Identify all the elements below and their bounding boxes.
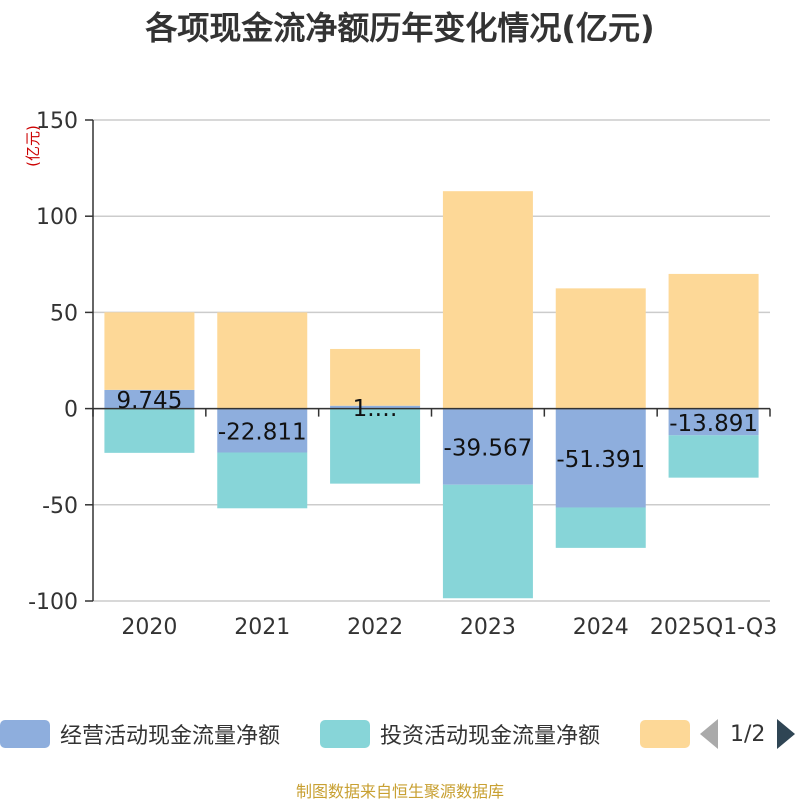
bar-series-1-2022: [330, 408, 421, 484]
legend-item-investing[interactable]: 投资活动现金流量净额: [320, 716, 600, 752]
bar-series-1-2025Q1-Q3: [668, 435, 759, 478]
data-label-operating: 9.745: [116, 388, 182, 414]
bar-series-2-2022: [330, 348, 421, 406]
y-tick-label: 0: [64, 398, 78, 423]
bar-series-2-2023: [442, 191, 533, 409]
y-tick-label: 150: [36, 109, 78, 134]
data-label-operating: 1.…: [353, 396, 398, 422]
data-labels: 9.745 -22.811 1.… -39.567 -51.391 -13.891: [116, 388, 757, 473]
y-tick-label: 50: [50, 301, 78, 326]
data-label-operating: -39.567: [444, 436, 533, 462]
x-tick-label: 2025Q1-Q3: [650, 615, 777, 640]
bar-series-2-2020: [104, 312, 195, 390]
legend-page-indicator: 1/2: [730, 721, 766, 747]
grid-lines: [93, 119, 770, 602]
legend-prev-arrow-icon[interactable]: [700, 719, 718, 749]
legend-pager: 1/2: [700, 718, 796, 750]
data-label-operating: -22.811: [218, 420, 307, 446]
bar-series-2-2021: [217, 312, 308, 409]
legend-swatch-investing: [320, 720, 370, 748]
legend-item-operating[interactable]: 经营活动现金流量净额: [0, 716, 280, 752]
bar-series-2-2025Q1-Q3: [668, 273, 759, 409]
y-axis-label: (亿元): [24, 125, 42, 167]
bars: [104, 191, 759, 599]
bar-series-0-2023: [442, 408, 533, 485]
x-tick-label: 2024: [573, 615, 629, 640]
bar-series-0-2024: [555, 408, 646, 508]
legend-swatch-operating: [0, 720, 50, 748]
legend-next-arrow-icon[interactable]: [777, 719, 796, 749]
bar-series-0-2021: [217, 408, 308, 453]
data-label-operating: -51.391: [556, 447, 645, 473]
legend-label-investing: 投资活动现金流量净额: [380, 724, 601, 749]
legend: 经营活动现金流量净额 投资活动现金流量净额: [0, 716, 800, 754]
legend-label-operating: 经营活动现金流量净额: [60, 724, 281, 749]
bar-series-0-2020: [104, 389, 195, 409]
axes: 150 100 50 0 -50 -100 (亿元) 2020 2021 2022 2023 2024…: [24, 109, 777, 640]
bar-series-1-2020: [104, 408, 195, 453]
x-tick-label: 2022: [347, 615, 403, 640]
y-tick-label: 100: [36, 205, 78, 230]
legend-swatch-financing: [640, 720, 690, 748]
x-tick-label: 2020: [121, 615, 177, 640]
bar-series-1-2021: [217, 452, 308, 509]
bar-series-0-2025Q1-Q3: [668, 408, 759, 436]
source-note: 制图数据来自恒生聚源数据库: [295, 782, 504, 801]
y-tick-label: -100: [28, 590, 78, 615]
bar-series-1-2023: [442, 484, 533, 599]
data-label-operating: -13.891: [669, 411, 758, 437]
bar-series-1-2024: [555, 507, 646, 548]
bar-series-2-2024: [555, 288, 646, 409]
legend-item-financing[interactable]: [640, 716, 700, 752]
x-tick-label: 2023: [460, 615, 516, 640]
x-tick-label: 2021: [234, 615, 290, 640]
chart-title: 各项现金流净额历年变化情况(亿元): [145, 9, 655, 47]
bar-series-0-2022: [330, 405, 421, 409]
y-tick-label: -50: [42, 494, 78, 519]
